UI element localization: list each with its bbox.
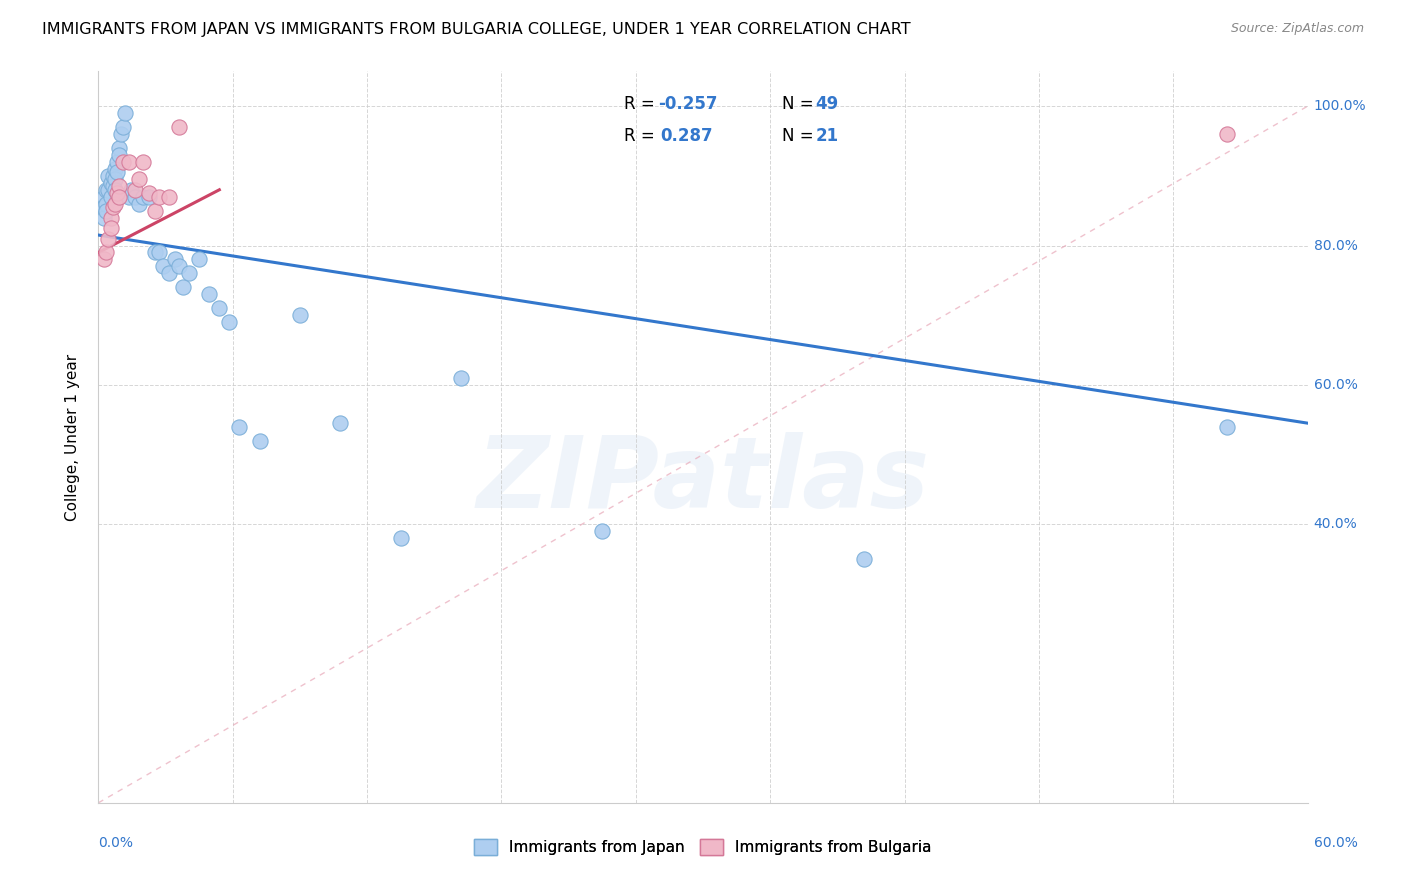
Point [148, 245, 170, 260]
Point [152, 260, 174, 274]
Point [96, 196, 118, 211]
Point [100, 176, 122, 190]
Text: 49: 49 [815, 95, 839, 112]
Point [97, 231, 120, 245]
Text: 100.0%: 100.0% [1313, 99, 1367, 113]
Point [96, 183, 118, 197]
Point [114, 106, 136, 120]
Point [111, 155, 134, 169]
Point [208, 301, 231, 316]
Point [157, 266, 180, 280]
Point [120, 183, 142, 197]
Point [100, 190, 122, 204]
Point [450, 371, 472, 385]
Point [107, 148, 129, 162]
Point [1216, 127, 1239, 141]
Point [853, 552, 876, 566]
Point [101, 200, 124, 214]
Point [103, 183, 125, 197]
Text: 60.0%: 60.0% [1313, 378, 1358, 392]
Point [138, 186, 160, 201]
Text: 80.0%: 80.0% [1313, 238, 1358, 252]
Point [124, 190, 146, 204]
Point [103, 161, 125, 176]
Point [93, 252, 115, 267]
Point [105, 165, 128, 179]
Point [218, 315, 240, 329]
Text: IMMIGRANTS FROM JAPAN VS IMMIGRANTS FROM BULGARIA COLLEGE, UNDER 1 YEAR CORRELAT: IMMIGRANTS FROM JAPAN VS IMMIGRANTS FROM… [42, 22, 911, 37]
Point [148, 190, 170, 204]
Text: ZIPatlas: ZIPatlas [477, 433, 929, 530]
Point [143, 203, 166, 218]
Legend: Immigrants from Japan, Immigrants from Bulgaria: Immigrants from Japan, Immigrants from B… [468, 833, 938, 861]
Point [93, 211, 115, 225]
Point [101, 179, 124, 194]
Point [228, 419, 250, 434]
Point [329, 416, 352, 430]
Point [111, 120, 134, 134]
Y-axis label: College, Under 1 year: College, Under 1 year [65, 353, 80, 521]
Point [107, 141, 129, 155]
Point [128, 172, 150, 186]
Text: Source: ZipAtlas.com: Source: ZipAtlas.com [1230, 22, 1364, 36]
Point [157, 190, 180, 204]
Point [163, 252, 186, 267]
Point [105, 186, 128, 201]
Point [591, 524, 613, 538]
Point [118, 190, 141, 204]
Point [118, 155, 141, 169]
Point [198, 287, 221, 301]
Text: 40.0%: 40.0% [1313, 517, 1357, 531]
Point [143, 245, 166, 260]
Point [107, 179, 129, 194]
Point [100, 221, 122, 235]
Point [167, 120, 190, 134]
Text: 0.0%: 0.0% [98, 836, 134, 850]
Text: 60.0%: 60.0% [1313, 836, 1358, 850]
Point [179, 266, 201, 280]
Text: -0.257: -0.257 [658, 95, 717, 112]
Text: R =: R = [624, 127, 665, 145]
Point [96, 245, 118, 260]
Point [389, 531, 412, 545]
Point [138, 190, 160, 204]
Text: 21: 21 [815, 127, 838, 145]
Point [188, 252, 211, 267]
Point [1216, 419, 1239, 434]
Point [97, 183, 120, 197]
Text: N =: N = [782, 127, 818, 145]
Point [132, 190, 155, 204]
Point [105, 155, 128, 169]
Point [96, 203, 118, 218]
Text: 0.287: 0.287 [661, 127, 713, 145]
Point [167, 260, 190, 274]
Point [100, 211, 122, 225]
Point [101, 169, 124, 183]
Text: N =: N = [782, 95, 818, 112]
Point [249, 434, 271, 448]
Point [97, 169, 120, 183]
Point [124, 183, 146, 197]
Point [172, 280, 194, 294]
Text: R =: R = [624, 95, 661, 112]
Point [103, 172, 125, 186]
Point [93, 200, 115, 214]
Point [128, 196, 150, 211]
Point [107, 190, 129, 204]
Point [103, 196, 125, 211]
Point [288, 308, 311, 322]
Point [132, 155, 155, 169]
Point [110, 127, 132, 141]
Point [93, 190, 115, 204]
